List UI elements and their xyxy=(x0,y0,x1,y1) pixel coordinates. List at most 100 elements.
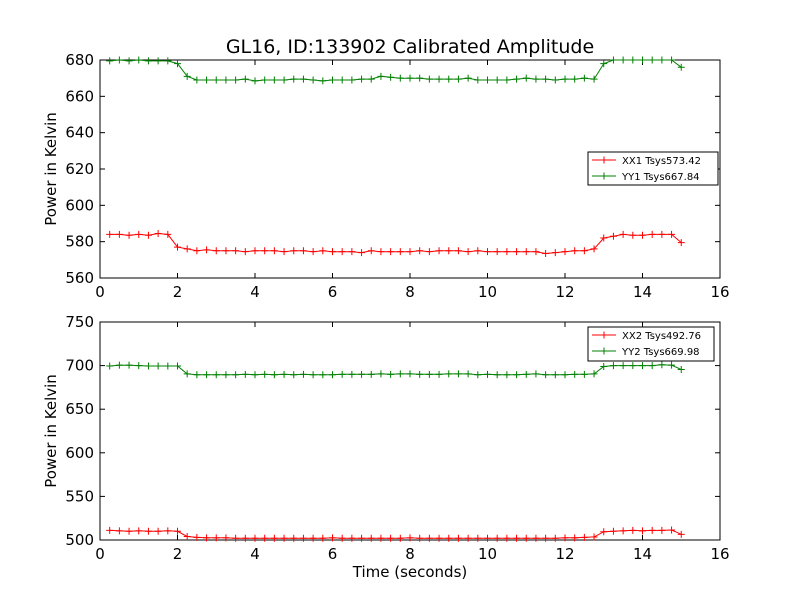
data-point xyxy=(164,362,172,370)
data-point xyxy=(348,248,356,256)
data-point xyxy=(484,534,491,542)
data-point xyxy=(658,526,666,534)
data-point xyxy=(639,362,646,370)
data-point xyxy=(677,239,685,247)
data-point xyxy=(590,75,598,83)
data-point xyxy=(358,75,366,83)
data-point xyxy=(135,230,143,238)
legend-label: YY1 Tsys667.84 xyxy=(621,172,700,183)
x-tick-label: 4 xyxy=(250,283,260,301)
legend-label: XX2 Tsys492.76 xyxy=(622,331,701,342)
data-point xyxy=(493,76,501,84)
data-point xyxy=(299,534,307,542)
data-point xyxy=(513,75,521,83)
data-point xyxy=(590,533,598,541)
data-point xyxy=(406,74,414,82)
data-point xyxy=(212,534,220,542)
data-point xyxy=(464,248,472,256)
data-point xyxy=(222,371,230,379)
bottom-panel: 0 2 4 6 8 10 12 14 16 500 550 600 650 700 750 Power in … xyxy=(42,313,730,581)
data-point xyxy=(580,247,588,255)
data-point xyxy=(484,370,491,378)
data-point xyxy=(580,533,588,541)
chart-title: GL16, ID:133902 Calibrated Amplitude xyxy=(226,36,594,58)
data-point xyxy=(164,527,172,535)
data-point xyxy=(571,247,579,255)
y-tick-label: 620 xyxy=(65,160,94,178)
x-tick-label: 10 xyxy=(478,283,497,301)
data-point xyxy=(174,362,181,370)
data-point xyxy=(183,245,191,253)
data-point xyxy=(338,248,346,256)
data-point xyxy=(668,230,676,238)
data-point xyxy=(532,248,540,256)
y-tick-label: 600 xyxy=(65,444,94,462)
data-point xyxy=(174,527,181,535)
data-point xyxy=(445,247,453,255)
x-tick-label: 14 xyxy=(633,283,652,301)
data-point xyxy=(144,231,152,239)
data-point xyxy=(377,370,385,378)
data-point xyxy=(106,57,114,65)
data-point xyxy=(367,75,375,83)
data-point xyxy=(377,534,385,542)
data-point xyxy=(445,370,453,378)
data-point xyxy=(571,534,579,542)
data-point xyxy=(377,72,385,80)
data-point xyxy=(522,248,530,256)
data-point xyxy=(135,527,143,535)
data-point xyxy=(668,526,676,534)
data-point xyxy=(280,76,288,84)
data-point xyxy=(639,527,646,535)
data-point xyxy=(522,534,530,542)
data-point xyxy=(609,527,617,535)
data-point xyxy=(338,534,346,542)
data-point xyxy=(106,362,114,370)
data-point xyxy=(261,370,269,378)
data-point xyxy=(454,534,462,542)
data-point xyxy=(425,75,433,83)
data-point xyxy=(319,247,327,255)
data-point xyxy=(561,371,569,379)
data-point xyxy=(571,75,579,83)
data-point xyxy=(358,370,366,378)
x-tick-label: 0 xyxy=(95,545,105,563)
y-tick-label: 700 xyxy=(65,357,94,375)
data-point xyxy=(668,361,676,369)
data-point xyxy=(406,370,414,378)
data-point xyxy=(309,248,317,256)
data-point xyxy=(309,534,317,542)
data-point xyxy=(251,534,259,542)
data-point xyxy=(609,56,617,64)
data-point xyxy=(639,231,646,239)
data-point xyxy=(290,75,298,83)
data-point xyxy=(629,231,637,239)
data-point xyxy=(299,370,307,378)
data-point xyxy=(503,76,511,84)
data-point xyxy=(348,370,356,378)
data-point xyxy=(522,74,530,82)
data-point xyxy=(435,370,443,378)
y-tick-label: 680 xyxy=(65,51,94,69)
y-tick-label: 550 xyxy=(65,487,94,505)
data-point xyxy=(629,362,637,370)
data-point xyxy=(435,247,443,255)
data-point xyxy=(174,243,181,251)
data-point xyxy=(144,57,152,65)
data-point xyxy=(203,371,211,379)
y-tick-label: 660 xyxy=(65,87,94,105)
data-point xyxy=(639,56,646,64)
data-point xyxy=(425,370,433,378)
data-point xyxy=(387,370,395,378)
data-point xyxy=(619,230,627,238)
data-point xyxy=(299,75,307,83)
data-point xyxy=(435,75,443,83)
data-point xyxy=(416,534,424,542)
data-point xyxy=(493,248,501,256)
data-point xyxy=(115,527,123,535)
legend: XX1 Tsys573.42 YY1 Tsys667.84 xyxy=(587,151,719,186)
data-point xyxy=(338,370,346,378)
data-point xyxy=(154,229,162,237)
data-point xyxy=(222,534,230,542)
